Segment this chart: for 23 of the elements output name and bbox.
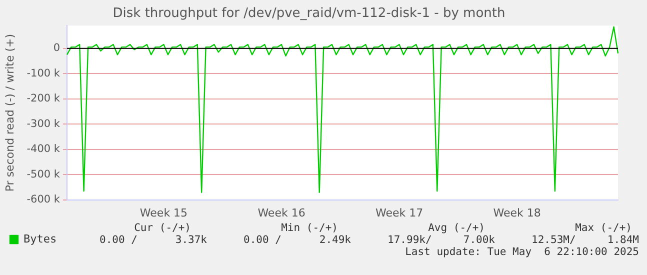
y-tick-label: -400 k — [26, 143, 61, 156]
y-axis-title: Pr second read (-) / write (+) — [3, 34, 16, 192]
x-tick-label: Week 18 — [493, 206, 541, 220]
text: Last update: Tue May 6 22:10:00 2025 — [405, 246, 639, 258]
y-tick-label: -500 k — [26, 168, 61, 180]
chart-title: Disk throughput for /dev/pve_raid/vm-112-disk-1 - by month — [112, 6, 506, 22]
text: Min (-/+) — [281, 222, 338, 234]
text: Avg (-/+) — [428, 222, 485, 234]
text: 0.00 / 3.37k — [100, 234, 207, 246]
text: 0.00 / 2.49k — [244, 234, 351, 246]
legend-label: Bytes — [24, 232, 57, 246]
x-tick-label: Week 16 — [258, 206, 306, 220]
text: Cur (-/+) — [134, 222, 191, 234]
text: 12.53M/ 1.84M — [532, 234, 639, 246]
text: Max (-/+) — [575, 222, 632, 234]
text: 17.99k/ 7.00k — [388, 234, 495, 246]
y-tick-label: -200 k — [26, 92, 61, 105]
y-tick-label: 0 — [53, 42, 60, 54]
x-tick-label: Week 15 — [140, 206, 188, 220]
y-tick-label: -100 k — [26, 67, 61, 80]
y-tick-label: -300 k — [26, 118, 61, 130]
x-tick-label: Week 17 — [375, 206, 424, 220]
y-tick-label: -600 k — [26, 194, 61, 206]
